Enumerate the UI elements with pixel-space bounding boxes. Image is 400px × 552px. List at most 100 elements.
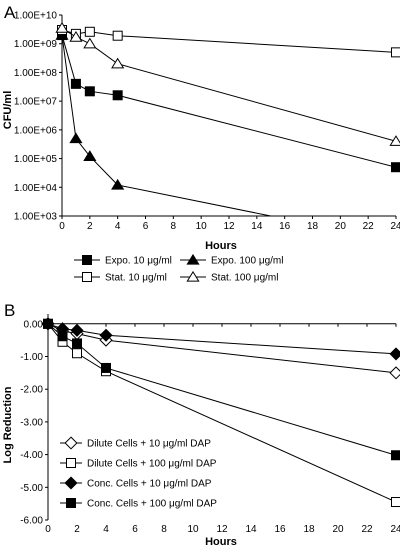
legend-label: Expo. 100 μg/ml [211,256,283,267]
data-point [112,90,123,101]
legend-marker [82,255,92,265]
data-point [391,450,400,461]
data-point [57,331,68,342]
y-tick-label: -4.00 [20,450,43,461]
y-tick-label: 1.00E+09 [14,39,58,50]
legend-marker [186,270,200,282]
data-point [389,366,400,380]
panel-a-x-axis-label: Hours [205,240,237,252]
panel-b-x-axis-label: Hours [205,536,237,548]
y-tick-label: -1.00 [20,352,43,363]
legend-item: Dilute Cells + 100 μg/ml DAP [60,458,217,470]
legend-label: Expo. 10 μg/ml [105,256,172,267]
data-point [70,323,84,337]
panel-a-letter: A [4,3,16,22]
series-line [61,35,271,217]
data-point [101,362,111,373]
x-tick-label: 20 [332,524,344,535]
x-tick-label: 8 [171,221,177,232]
legend-label: Conc. Cells + 100 μg/ml DAP [87,499,217,510]
legend-item: Conc. Cells + 100 μg/ml DAP [60,498,217,510]
y-tick-label: 1.00E+10 [14,11,58,22]
legend-item: Dilute Cells + 10 μg/ml DAP [60,436,211,450]
x-tick-label: 14 [245,524,257,535]
data-point [72,348,82,359]
series-line [47,323,397,456]
panel-b-letter: B [4,301,15,320]
series-line [61,29,397,53]
x-tick-label: 24 [390,524,400,535]
y-tick-label: -5.00 [20,483,43,494]
y-tick-label: -3.00 [20,417,43,428]
x-tick-label: 14 [251,221,263,232]
legend-item: Conc. Cells + 10 μg/ml DAP [60,476,212,490]
x-tick-label: 4 [115,221,121,232]
data-point [83,37,97,49]
x-tick-label: 24 [390,221,400,232]
x-tick-label: 16 [279,221,291,232]
data-point [84,86,95,97]
x-tick-label: 20 [335,221,347,232]
y-tick-label: 1.00E+05 [14,154,58,165]
legend-label: Dilute Cells + 10 μg/ml DAP [87,439,211,450]
y-tick-label: 0.00 [24,319,44,330]
data-point [99,328,113,342]
panel-a-chart: A 0 2 4 6 8 10 12 14 16 18 20 22 241.00E+031.00E+041… [2,3,400,284]
series-line [61,34,397,168]
y-tick-label: -6.00 [20,516,43,527]
x-tick-label: 18 [303,524,315,535]
x-tick-label: 8 [161,524,167,535]
x-tick-label: 0 [59,221,65,232]
x-tick-label: 22 [363,221,375,232]
data-point [391,497,400,508]
x-tick-label: 4 [103,524,109,535]
data-point [111,57,125,69]
series-line [47,323,397,374]
x-tick-label: 16 [274,524,286,535]
x-tick-label: 2 [87,221,93,232]
panel-b-y-axis-label: Log Reduction [2,386,14,463]
data-point [391,162,400,173]
data-point [83,150,97,161]
panel-b-chart: B 0 2 4 6 8 10 12 14 16 18 20 22 240.00-1.00-2.00-3.… [2,301,400,548]
legend-marker [66,498,76,508]
legend-marker [66,458,76,468]
data-point [43,318,53,329]
legend-label: Conc. Cells + 10 μg/ml DAP [87,479,212,490]
data-point [55,21,69,33]
legend-label: Stat. 100 μg/ml [211,273,278,284]
x-tick-label: 12 [216,524,228,535]
legend-marker [186,253,200,265]
legend-marker [64,476,78,490]
legend-item: Stat. 100 μg/ml [180,270,278,284]
y-tick-label: 1.00E+07 [14,97,58,108]
y-tick-label: 1.00E+08 [14,68,58,79]
x-tick-label: 22 [361,524,373,535]
data-point [70,78,81,89]
legend-marker [82,272,92,282]
x-tick-label: 6 [143,221,149,232]
x-tick-label: 0 [45,524,51,535]
legend-marker [64,436,78,450]
panel-a-y-axis-label: CFU/ml [2,91,14,130]
y-tick-label: -2.00 [20,385,43,396]
y-tick-label: 1.00E+04 [14,183,58,194]
data-point [84,26,95,37]
y-tick-label: 1.00E+06 [14,125,58,136]
y-tick-label: 1.00E+03 [14,212,58,223]
panel-a-legend: Expo. 10 μg/ml Expo. 100 μg/ml Stat. 10 μg… [74,253,283,284]
data-point [111,178,125,190]
legend-item: Expo. 10 μg/ml [74,255,172,267]
x-tick-label: 12 [223,221,235,232]
data-point [389,135,400,146]
data-point [72,338,82,349]
x-tick-label: 10 [196,221,208,232]
data-point [69,30,83,42]
data-point [112,30,123,41]
x-tick-label: 10 [187,524,199,535]
data-point [69,132,83,144]
legend-label: Dilute Cells + 100 μg/ml DAP [87,459,217,470]
legend-item: Expo. 100 μg/ml [180,253,283,267]
x-tick-label: 6 [132,524,138,535]
x-tick-label: 18 [307,221,319,232]
